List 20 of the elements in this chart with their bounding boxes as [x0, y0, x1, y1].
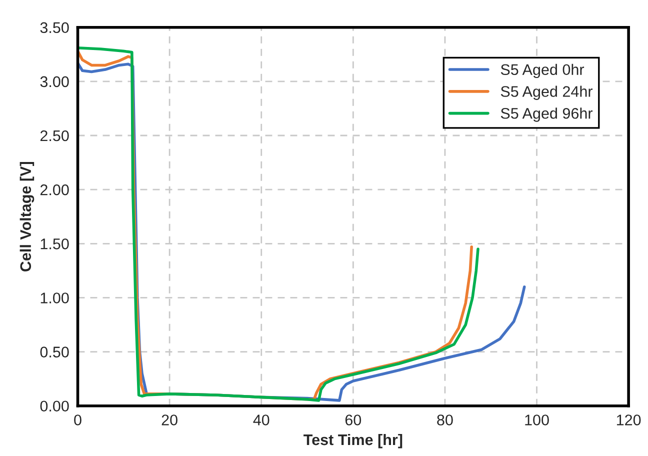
x-tick-label: 20 — [162, 414, 178, 426]
x-tick-label: 80 — [437, 414, 453, 426]
x-axis-title: Test Time [hr] — [304, 434, 402, 448]
legend-label: S5 Aged 24hr — [500, 86, 593, 100]
y-tick-label: 2.50 — [40, 130, 69, 142]
legend-label: S5 Aged 0hr — [500, 64, 584, 78]
x-tick-label: 0 — [74, 414, 82, 426]
x-tick-label: 40 — [253, 414, 270, 426]
x-tick-label: 120 — [616, 414, 641, 426]
y-tick-label: 1.50 — [40, 238, 69, 250]
y-tick-label: 2.00 — [40, 184, 69, 196]
y-tick-label: 0.50 — [40, 346, 69, 358]
y-tick-label: 3.50 — [40, 22, 69, 34]
y-tick-label: 1.00 — [40, 292, 69, 304]
y-tick-label: 3.00 — [40, 76, 69, 88]
y-axis-title: Cell Voltage [V] — [20, 162, 34, 272]
x-tick-label: 100 — [525, 414, 549, 426]
x-tick-label: 60 — [345, 414, 362, 426]
y-tick-label: 0.00 — [40, 400, 69, 412]
legend-label: S5 Aged 96hr — [500, 108, 593, 122]
